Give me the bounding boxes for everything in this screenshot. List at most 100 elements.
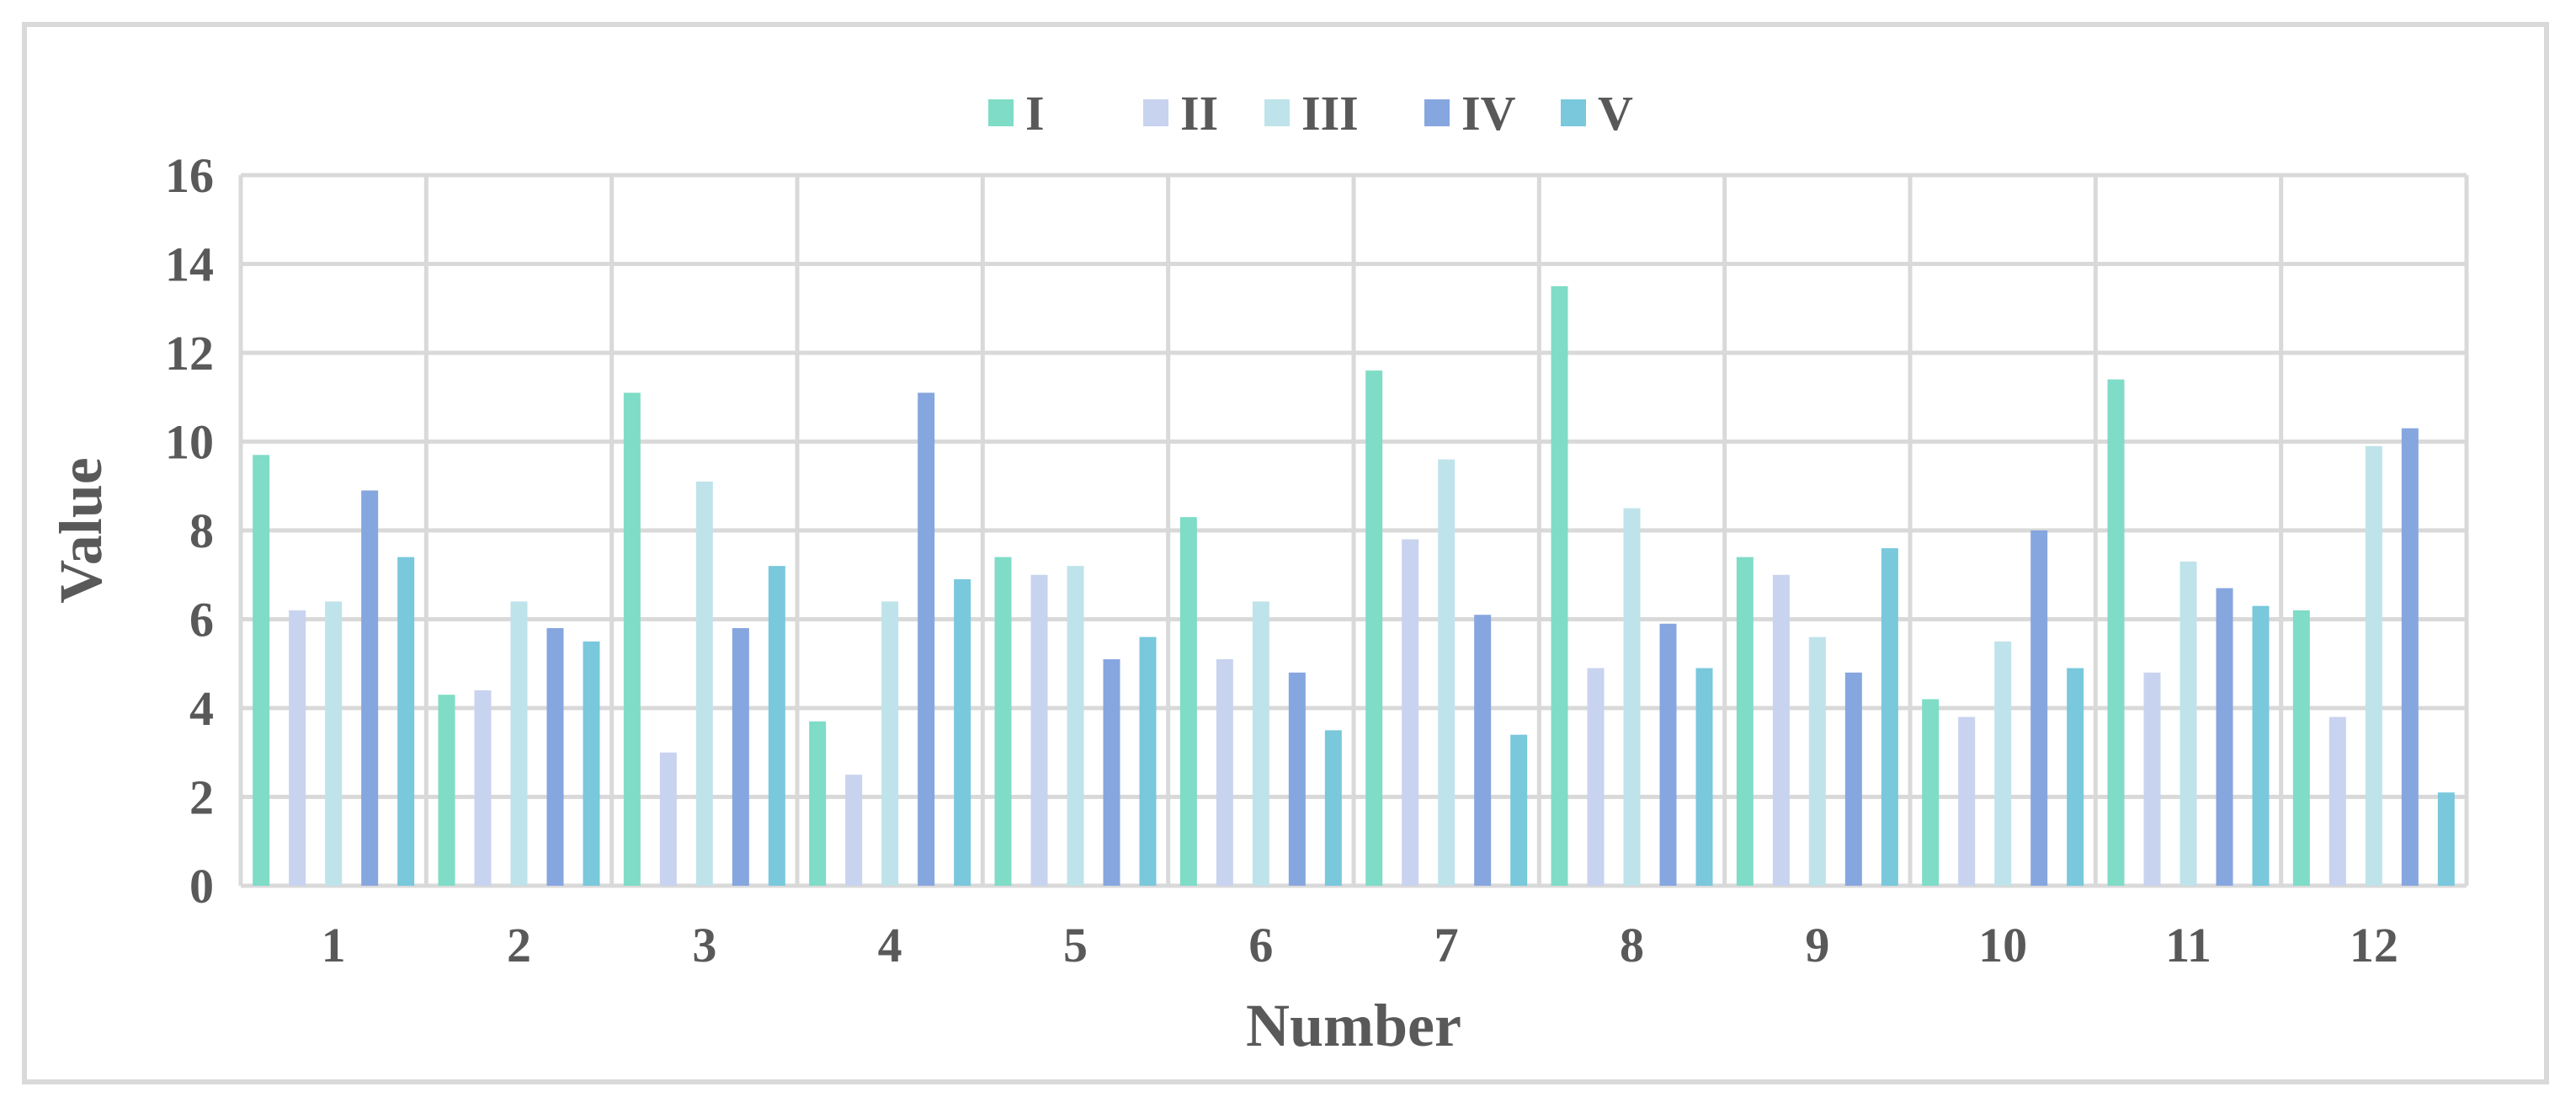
bar-series-IV-category-11 xyxy=(2216,588,2233,886)
legend-swatch xyxy=(988,99,1014,126)
bar-series-II-category-12 xyxy=(2329,716,2346,886)
x-tick-label: 5 xyxy=(1063,918,1088,972)
legend-swatch xyxy=(1561,99,1586,126)
y-axis-title: Value xyxy=(47,457,114,603)
bar-series-I-category-7 xyxy=(1365,370,1383,887)
bar-series-I-category-2 xyxy=(438,695,455,886)
bar-series-III-category-9 xyxy=(1808,637,1826,886)
bar-series-III-category-3 xyxy=(695,481,713,886)
bar-series-V-category-1 xyxy=(397,557,415,886)
x-tick-label: 9 xyxy=(1805,918,1829,972)
bar-series-V-category-10 xyxy=(2067,668,2084,886)
bar-series-V-category-2 xyxy=(583,641,600,886)
x-tick-label: 10 xyxy=(1978,918,2027,972)
bar-series-V-category-6 xyxy=(1324,730,1342,886)
bar-series-IV-category-7 xyxy=(1474,615,1492,886)
bar-series-I-category-10 xyxy=(1922,699,1940,886)
legend-label: IV xyxy=(1461,86,1516,141)
x-tick-label: 11 xyxy=(2165,918,2211,972)
bar-series-V-category-4 xyxy=(954,579,971,886)
y-tick-label: 2 xyxy=(189,770,214,825)
bar-series-II-category-8 xyxy=(1587,668,1605,886)
y-axis-ticks: 0 2 4 6 8 10 12 14 16 xyxy=(165,148,214,914)
legend-label: III xyxy=(1301,86,1359,141)
bar-series-III-category-4 xyxy=(881,601,899,886)
x-tick-label: 6 xyxy=(1248,918,1273,972)
bar-series-I-category-3 xyxy=(623,392,641,887)
bar-series-V-category-9 xyxy=(1881,548,1898,886)
x-tick-label: 8 xyxy=(1620,918,1644,972)
bar-series-III-category-6 xyxy=(1252,601,1269,886)
bar-series-IV-category-5 xyxy=(1103,658,1120,886)
legend-item-IV: IV xyxy=(1424,86,1516,141)
bar-series-IV-category-8 xyxy=(1659,623,1677,886)
bar-series-III-category-2 xyxy=(510,601,528,886)
bar-series-II-category-4 xyxy=(845,775,863,886)
x-axis-ticks: 1 2 3 4 5 6 7 8 9 10 11 12 xyxy=(322,918,2398,972)
bar-series-I-category-8 xyxy=(1551,285,1568,886)
bar-series-II-category-1 xyxy=(289,610,306,886)
legend-label: V xyxy=(1598,86,1633,141)
bar-series-IV-category-6 xyxy=(1288,672,1306,886)
bar-series-IV-category-4 xyxy=(918,392,935,887)
chart-frame: 0 2 4 6 8 10 12 14 16 1 2 3 4 5 6 7 8 9 10 11 12 I II III IV V … xyxy=(22,22,2549,1084)
y-tick-label: 16 xyxy=(165,148,214,203)
bar-series-II-category-5 xyxy=(1030,574,1048,886)
x-tick-label: 4 xyxy=(878,918,902,972)
bar-series-III-category-10 xyxy=(1994,641,2012,886)
y-tick-label: 8 xyxy=(189,503,214,558)
y-tick-label: 12 xyxy=(165,326,214,381)
bar-series-V-category-11 xyxy=(2252,605,2270,886)
legend-item-V: V xyxy=(1561,86,1633,141)
bar-series-III-category-8 xyxy=(1623,508,1641,886)
x-axis-title: Number xyxy=(1246,992,1461,1059)
bar-series-I-category-9 xyxy=(1736,557,1754,886)
y-tick-label: 6 xyxy=(189,593,214,647)
x-tick-label: 3 xyxy=(692,918,716,972)
bar-series-IV-category-2 xyxy=(546,628,564,886)
legend-swatch xyxy=(1264,99,1290,126)
bar-series-II-category-7 xyxy=(1402,539,1419,886)
bar-series-II-category-6 xyxy=(1216,658,1233,886)
bar-series-III-category-11 xyxy=(2179,561,2197,886)
bar-series-II-category-3 xyxy=(659,752,677,886)
bar-series-I-category-11 xyxy=(2107,379,2125,886)
bar-series-I-category-6 xyxy=(1179,517,1197,886)
bar-series-I-category-5 xyxy=(994,557,1012,886)
y-tick-label: 4 xyxy=(189,681,214,736)
bar-series-V-category-7 xyxy=(1510,734,1528,886)
bar-series-V-category-3 xyxy=(768,566,785,886)
bar-series-II-category-9 xyxy=(1772,574,1790,886)
bar-series-V-category-12 xyxy=(2437,792,2455,886)
legend-label: II xyxy=(1180,86,1218,141)
x-tick-label: 1 xyxy=(322,918,346,972)
bar-series-IV-category-10 xyxy=(2030,530,2048,886)
bar-series-IV-category-1 xyxy=(361,490,379,886)
y-tick-label: 0 xyxy=(189,859,214,914)
bar-series-II-category-10 xyxy=(1958,716,1976,886)
bar-series-IV-category-12 xyxy=(2401,428,2419,886)
bar-layer xyxy=(253,285,2455,887)
bar-series-II-category-11 xyxy=(2143,672,2161,886)
legend: I II III IV V xyxy=(988,86,1633,141)
bar-series-II-category-2 xyxy=(474,690,492,886)
bar-series-V-category-8 xyxy=(1695,668,1713,886)
bar-series-I-category-1 xyxy=(253,455,270,886)
legend-item-III: III xyxy=(1264,86,1359,141)
bar-series-IV-category-3 xyxy=(732,628,749,886)
x-tick-label: 2 xyxy=(507,918,531,972)
legend-item-II: II xyxy=(1143,86,1218,141)
bar-series-III-category-1 xyxy=(325,601,343,886)
bar-series-I-category-4 xyxy=(809,721,827,886)
bar-series-V-category-5 xyxy=(1139,637,1157,886)
bar-series-III-category-5 xyxy=(1067,566,1084,886)
legend-swatch xyxy=(1424,99,1450,126)
legend-label: I xyxy=(1025,86,1045,141)
legend-item-I: I xyxy=(988,86,1045,141)
grid-layer xyxy=(238,173,2469,888)
x-tick-label: 12 xyxy=(2350,918,2398,972)
bar-series-III-category-7 xyxy=(1438,459,1456,886)
y-tick-label: 10 xyxy=(165,415,214,470)
bar-series-I-category-12 xyxy=(2292,610,2310,886)
